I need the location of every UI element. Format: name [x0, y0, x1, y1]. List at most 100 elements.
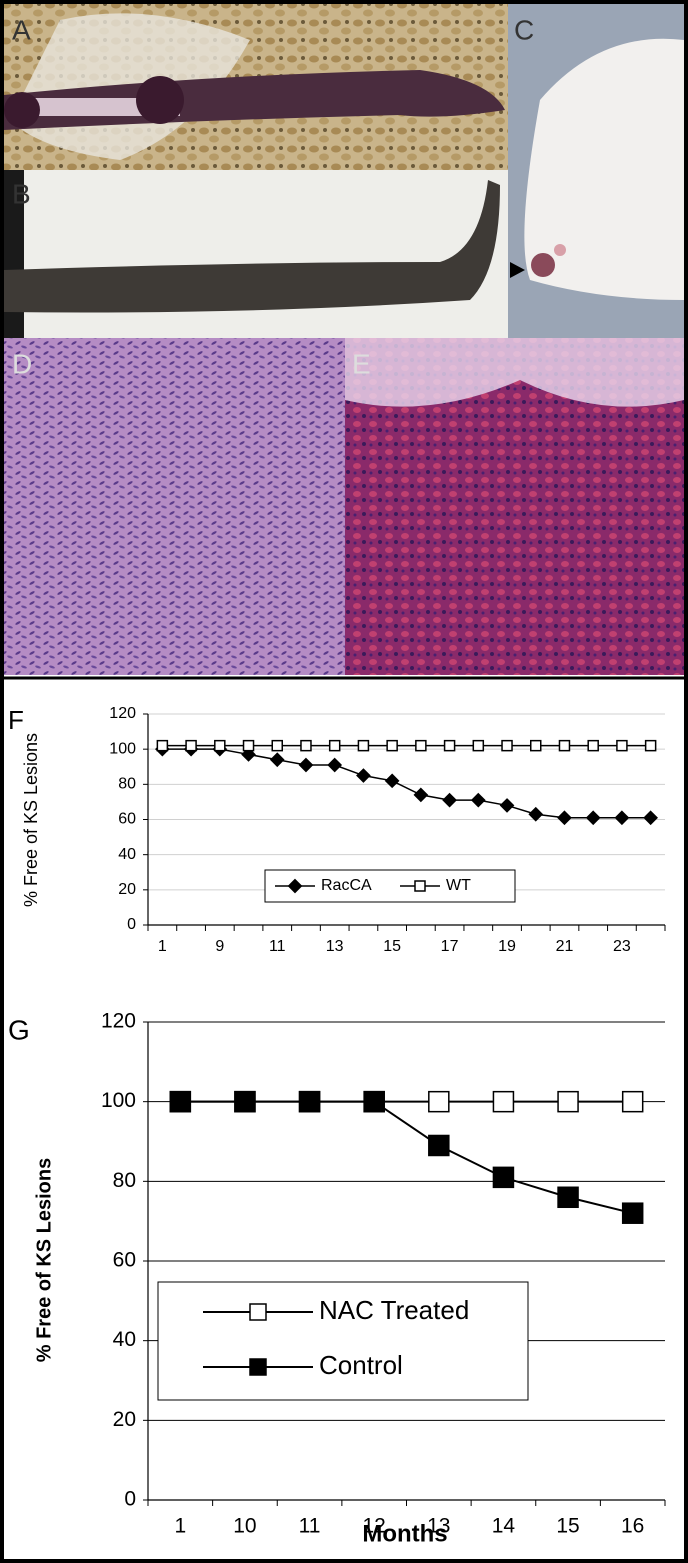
legend-marker	[287, 878, 303, 894]
marker	[614, 810, 630, 826]
marker	[621, 1202, 644, 1224]
panel-label: C	[514, 14, 534, 45]
y-tick-label: 60	[118, 811, 136, 828]
marker	[472, 739, 485, 752]
mouse	[524, 38, 684, 300]
marker	[442, 792, 457, 808]
marker	[492, 1166, 515, 1189]
legend-label: RacCA	[321, 877, 372, 894]
chart: G % Free of KS Lesions Months 0 20 40 60 80 100 1…	[8, 1010, 666, 1547]
y-tick-label: 0	[124, 1488, 136, 1511]
y-tick-label: 100	[109, 740, 136, 757]
marker	[501, 739, 513, 752]
marker	[492, 1090, 515, 1113]
x-tick-label: 11	[269, 938, 286, 955]
x-tick-label: 10	[233, 1515, 256, 1538]
marker	[328, 739, 341, 752]
marker	[585, 810, 601, 826]
marker	[156, 739, 169, 752]
marker	[363, 1090, 385, 1113]
series-line	[162, 748, 651, 819]
legend-label: Control	[319, 1350, 403, 1380]
legend-marker	[414, 880, 426, 892]
photo-panels: A B C D E	[4, 4, 684, 675]
y-tick-label: 0	[127, 916, 136, 933]
y-tick-label: 80	[118, 776, 136, 793]
y-tick-label: 60	[113, 1249, 136, 1272]
marker	[499, 798, 515, 813]
panel-label: F	[8, 705, 24, 735]
x-axis-label: Months	[362, 1520, 447, 1547]
marker	[643, 810, 658, 826]
legend-marker	[249, 1303, 267, 1321]
panel-label: B	[12, 178, 31, 209]
x-tick-label: 1	[158, 938, 167, 955]
legend-label: WT	[446, 877, 471, 894]
y-tick-label: 120	[109, 705, 136, 722]
marker	[557, 1090, 579, 1113]
marker	[357, 739, 370, 752]
marker	[587, 739, 599, 752]
panel-label: G	[8, 1014, 30, 1045]
x-tick-label: 9	[215, 938, 224, 955]
marker	[621, 1090, 644, 1113]
marker	[298, 1090, 321, 1113]
marker	[557, 810, 572, 826]
x-tick-label: 13	[326, 938, 344, 955]
marker	[300, 739, 312, 752]
series-line	[180, 1100, 633, 1215]
panel-label: E	[352, 348, 371, 379]
lesion-c	[531, 253, 555, 277]
marker	[644, 739, 657, 752]
panel-label: A	[12, 14, 31, 45]
y-tick-label: 20	[113, 1408, 136, 1431]
marker	[557, 1186, 579, 1209]
y-axis-label: % Free of KS Lesions	[33, 1158, 55, 1363]
marker	[269, 752, 285, 768]
marker	[616, 739, 628, 752]
eye	[554, 244, 566, 256]
marker	[528, 806, 544, 822]
marker	[242, 739, 255, 752]
y-tick-label: 40	[118, 846, 136, 863]
y-tick-label: 100	[101, 1089, 136, 1112]
photo-d	[4, 338, 345, 675]
legend-marker	[249, 1358, 267, 1376]
x-tick-label: 14	[492, 1515, 516, 1538]
marker	[234, 1090, 256, 1113]
photo-b	[4, 170, 508, 338]
marker	[530, 739, 542, 752]
marker	[356, 768, 371, 783]
marker	[169, 1090, 192, 1113]
lesion	[136, 76, 184, 124]
marker	[185, 739, 197, 752]
marker	[214, 739, 226, 752]
marker	[443, 739, 456, 752]
marker	[327, 757, 343, 773]
marker	[428, 1090, 450, 1113]
marker	[271, 739, 283, 752]
x-tick-label: 11	[299, 1515, 321, 1538]
marker	[298, 757, 314, 773]
y-tick-label: 20	[118, 881, 136, 898]
panel-label: D	[12, 348, 32, 379]
y-tick-label: 120	[101, 1010, 136, 1033]
x-tick-label: 15	[383, 938, 401, 955]
x-tick-label: 17	[441, 938, 459, 955]
legend-label: NAC Treated	[319, 1295, 469, 1325]
legend-box	[157, 1281, 529, 1401]
marker	[415, 739, 427, 752]
x-tick-label: 23	[613, 938, 631, 955]
x-tick-label: 12	[363, 1515, 386, 1538]
x-tick-label: 13	[427, 1515, 450, 1538]
marker	[386, 739, 398, 752]
marker	[558, 739, 571, 752]
x-tick-label: 1	[174, 1515, 186, 1538]
marker	[384, 773, 400, 789]
y-axis-label: % Free of KS Lesions	[21, 733, 41, 907]
x-tick-label: 19	[498, 938, 516, 955]
y-tick-label: 80	[113, 1169, 136, 1192]
